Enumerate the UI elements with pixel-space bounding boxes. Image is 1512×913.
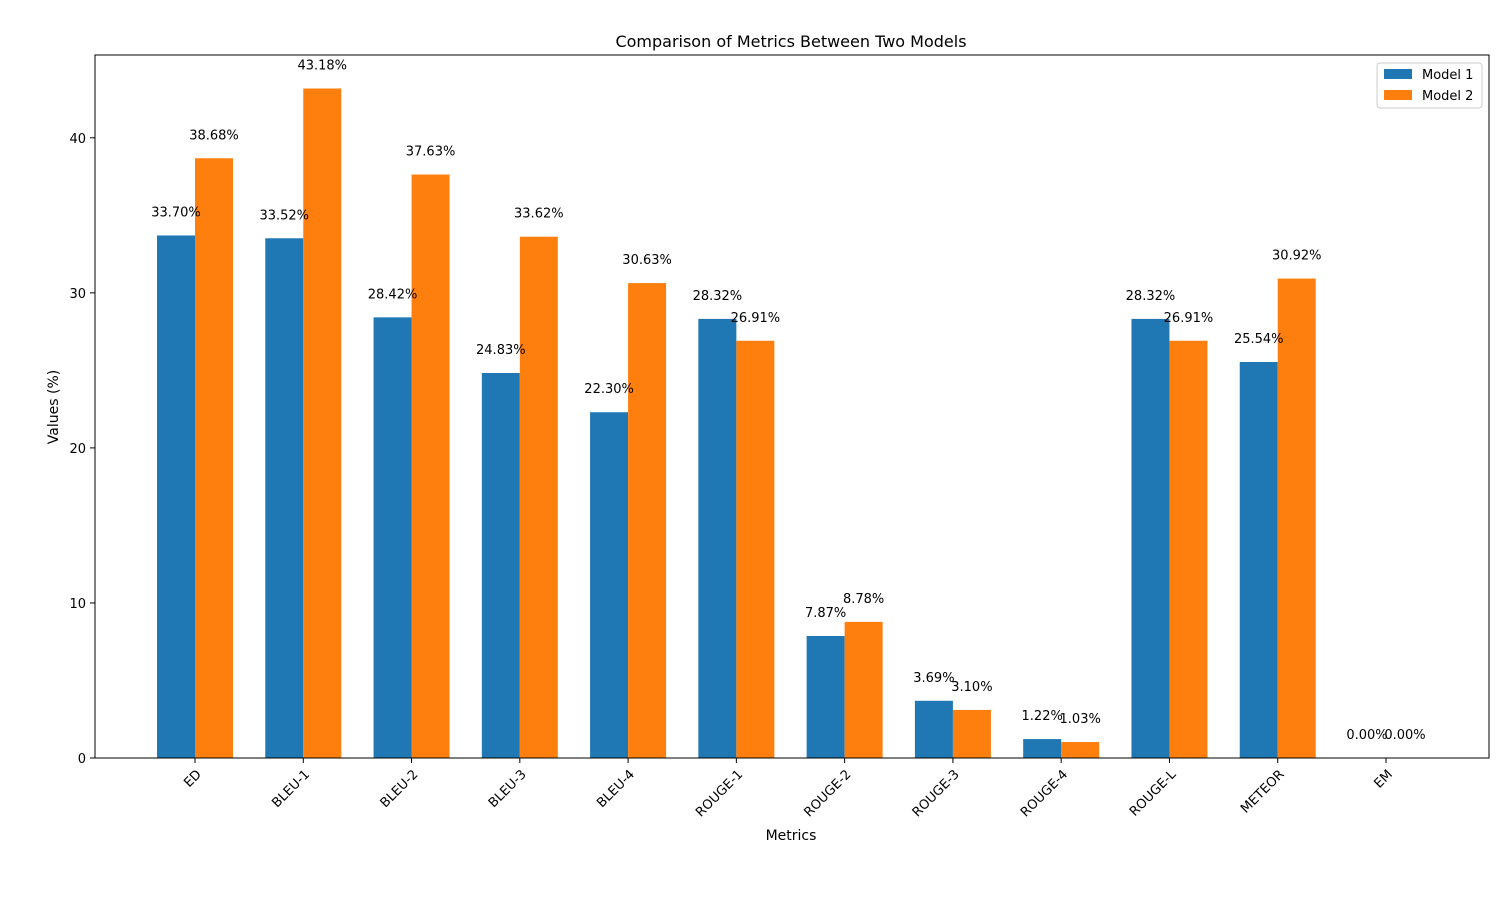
data-label: 8.78%	[843, 592, 884, 607]
legend-swatch-model-1	[1384, 69, 1412, 79]
bar-model-2-meteor	[1277, 278, 1316, 758]
bars-layer	[157, 88, 1316, 759]
bar-model-2-rouge-l	[1169, 340, 1208, 758]
data-label: 3.10%	[951, 680, 992, 695]
data-label: 30.63%	[622, 253, 672, 268]
bar-model-2-ed	[195, 158, 233, 758]
data-label: 0.00%	[1346, 728, 1387, 743]
bar-model-1-meteor	[1239, 362, 1278, 758]
x-axis-label: Metrics	[766, 828, 817, 844]
bar-model-2-bleu-4	[628, 283, 667, 758]
y-tick-label: 10	[69, 597, 86, 612]
bar-model-1-bleu-3	[481, 373, 520, 758]
y-tick-label: 20	[69, 442, 86, 457]
bar-model-1-bleu-1	[265, 238, 304, 758]
bar-model-2-rouge-4	[1061, 742, 1100, 758]
bar-model-1-rouge-2	[806, 635, 845, 758]
data-label: 1.22%	[1022, 709, 1063, 724]
bar-model-1-bleu-4	[590, 412, 629, 758]
data-label: 28.32%	[693, 289, 743, 304]
axes-frame	[94, 54, 1490, 759]
bar-model-2-bleu-2	[411, 174, 450, 759]
data-label: 7.87%	[805, 606, 846, 621]
legend-label: Model 2	[1422, 89, 1473, 104]
data-label: 43.18%	[297, 58, 347, 73]
bar-model-1-ed	[157, 235, 195, 759]
bar-model-2-rouge-1	[736, 340, 775, 758]
chart-title: Comparison of Metrics Between Two Models	[615, 32, 966, 51]
legend-swatch-model-2	[1384, 90, 1412, 100]
y-tick-label: 40	[69, 132, 86, 147]
data-label: 33.70%	[151, 205, 201, 220]
data-label: 33.52%	[259, 208, 309, 223]
data-label: 22.30%	[584, 382, 634, 397]
bar-model-1-rouge-l	[1131, 318, 1170, 758]
data-label: 26.91%	[1164, 311, 1214, 326]
data-label: 28.32%	[1126, 289, 1176, 304]
data-label: 33.62%	[514, 207, 564, 222]
y-tick-label: 0	[78, 752, 86, 767]
bar-model-1-rouge-4	[1023, 739, 1062, 758]
y-axis-label: Values (%)	[46, 370, 62, 444]
bar-model-1-rouge-1	[698, 318, 737, 758]
data-label: 28.42%	[368, 287, 418, 302]
legend: Model 1 Model 2	[1376, 62, 1483, 109]
bar-model-1-rouge-3	[914, 700, 953, 758]
data-label: 30.92%	[1272, 249, 1322, 264]
data-label: 25.54%	[1234, 332, 1284, 347]
data-label: 26.91%	[731, 311, 781, 326]
data-label: 1.03%	[1060, 712, 1101, 727]
data-label: 24.83%	[476, 343, 526, 358]
bar-model-2-bleu-1	[303, 88, 342, 759]
data-label: 0.00%	[1384, 728, 1425, 743]
bar-model-1-bleu-2	[373, 317, 412, 758]
bar-model-2-bleu-3	[519, 236, 558, 759]
data-labels-layer: 33.70% 33.52% 28.42% 24.83% 22.30% 28.32% 7.87…	[151, 58, 1425, 743]
bar-model-2-rouge-3	[952, 709, 991, 758]
data-label: 38.68%	[189, 128, 239, 143]
y-tick-label: 30	[69, 287, 86, 302]
data-label: 37.63%	[406, 145, 456, 160]
data-label: 3.69%	[913, 671, 954, 686]
legend-label: Model 1	[1422, 68, 1473, 83]
bar-model-2-rouge-2	[844, 621, 883, 758]
